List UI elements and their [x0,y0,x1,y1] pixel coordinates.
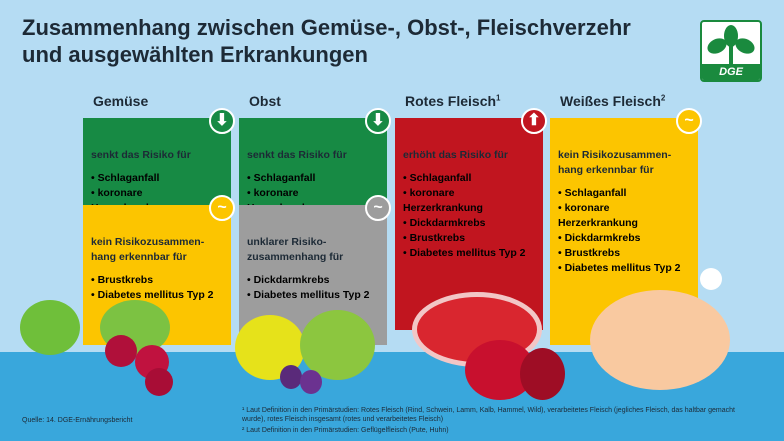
column-obst: ⬇senkt das Risiko fürSchlaganfallkoronar… [239,108,391,345]
disease-item: Diabetes mellitus Typ 2 [403,246,535,261]
tilde-icon: ~ [209,195,235,221]
tilde-icon: ~ [365,195,391,221]
column-rotes-fleisch: ⬆ erhöht das Risiko für Schlaganfallkorona… [395,108,547,330]
title-line-2: und ausgewählten Erkrankungen [22,42,368,67]
disease-list: Schlaganfallkoronare HerzerkrankungDickd… [403,171,535,261]
source-note: Quelle: 14. DGE-Ernährungsbericht [22,417,133,424]
section-lead: kein Risikozusammen-hang erkennbar für [558,149,672,176]
arrow-up-icon: ⬆ [521,108,547,134]
footnote-1: ¹ Laut Definition in den Primärstudien: … [242,407,735,423]
column-heading: Obst [249,93,281,109]
column-heading: Gemüse [93,93,148,109]
disease-item: koronare Herzerkrankung [558,201,690,231]
disease-item: Brustkrebs [558,246,690,261]
section-lead: erhöht das Risiko für [403,149,509,161]
risk-section: ⬇senkt das Risiko fürSchlaganfallkoronar… [83,108,235,229]
disease-item: Diabetes mellitus Typ 2 [91,288,223,303]
disease-item: Brustkrebs [91,273,223,288]
disease-list: Schlaganfallkoronare HerzerkrankungDickd… [558,186,690,276]
section-lead: senkt das Risiko für [247,149,347,161]
heading-text: Rotes Fleisch [405,93,497,109]
disease-item: koronare Herzerkrankung [403,186,535,216]
page-title: Zusammenhang zwischen Gemüse-, Obst-, Fl… [22,14,631,68]
heading-text: Weißes Fleisch [560,93,661,109]
disease-item: Schlaganfall [403,171,535,186]
footnote-mark: 1 [496,93,501,103]
risk-section: ⬆ erhöht das Risiko für Schlaganfallkorona… [395,108,547,330]
disease-item: Dickdarmkrebs [558,231,690,246]
risk-section: ⬇senkt das Risiko fürSchlaganfallkoronar… [239,108,391,229]
disease-item: Brustkrebs [403,231,535,246]
footnote-2: ² Laut Definition in den Primärstudien: … [242,427,449,434]
disease-item: Schlaganfall [247,171,379,186]
arrow-down-icon: ⬇ [209,108,235,134]
heading-text: Gemüse [93,93,149,109]
section-lead: kein Risikozusammen-hang erkennbar für [91,236,205,263]
logo-text: DGE [702,64,760,80]
column-heading: Weißes Fleisch2 [560,93,665,109]
dge-logo: DGE [700,20,762,82]
section-lead: unklarer Risiko-zusammenhang für [247,236,344,263]
disease-list: DickdarmkrebsDiabetes mellitus Typ 2 [247,273,379,303]
leaf-icon [707,25,755,66]
title-line-1: Zusammenhang zwischen Gemüse-, Obst-, Fl… [22,15,631,40]
disease-item: Dickdarmkrebs [247,273,379,288]
arrow-down-icon: ⬇ [365,108,391,134]
column-heading: Rotes Fleisch1 [405,93,500,109]
disease-list: BrustkrebsDiabetes mellitus Typ 2 [91,273,223,303]
disease-item: Schlaganfall [91,171,223,186]
disease-item: Diabetes mellitus Typ 2 [558,261,690,276]
disease-item: Dickdarmkrebs [403,216,535,231]
heading-text: Obst [249,93,281,109]
footnote-mark: 2 [660,93,666,103]
disease-item: Diabetes mellitus Typ 2 [247,288,379,303]
tilde-icon: ~ [676,108,702,134]
section-lead: senkt das Risiko für [91,149,191,161]
disease-item: Schlaganfall [558,186,690,201]
